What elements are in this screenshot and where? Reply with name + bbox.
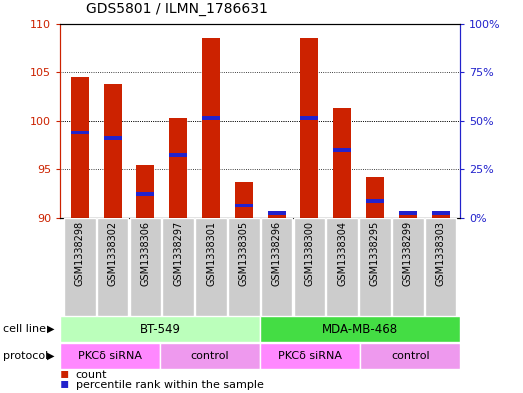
FancyBboxPatch shape xyxy=(360,343,460,369)
Text: ▶: ▶ xyxy=(47,324,54,334)
Text: GSM1338298: GSM1338298 xyxy=(75,221,85,286)
Text: GSM1338302: GSM1338302 xyxy=(108,221,118,286)
Bar xyxy=(202,116,220,120)
FancyBboxPatch shape xyxy=(130,218,161,316)
Bar xyxy=(268,211,286,215)
FancyBboxPatch shape xyxy=(359,218,391,316)
FancyBboxPatch shape xyxy=(64,218,96,316)
FancyBboxPatch shape xyxy=(261,218,292,316)
FancyBboxPatch shape xyxy=(160,343,260,369)
FancyBboxPatch shape xyxy=(260,316,460,342)
Bar xyxy=(202,38,220,218)
Text: cell line: cell line xyxy=(3,324,46,334)
FancyBboxPatch shape xyxy=(228,218,259,316)
Bar xyxy=(137,165,154,218)
Text: GSM1338300: GSM1338300 xyxy=(304,221,314,286)
Bar xyxy=(268,212,286,218)
Bar xyxy=(235,204,253,208)
Text: PKCδ siRNA: PKCδ siRNA xyxy=(78,351,142,361)
Text: percentile rank within the sample: percentile rank within the sample xyxy=(76,380,264,390)
Text: GDS5801 / ILMN_1786631: GDS5801 / ILMN_1786631 xyxy=(86,2,268,16)
FancyBboxPatch shape xyxy=(425,218,456,316)
FancyBboxPatch shape xyxy=(260,343,360,369)
Text: ▶: ▶ xyxy=(47,351,54,361)
FancyBboxPatch shape xyxy=(293,218,325,316)
Bar xyxy=(137,192,154,196)
Text: BT-549: BT-549 xyxy=(140,323,180,336)
Bar xyxy=(366,177,384,218)
Text: GSM1338305: GSM1338305 xyxy=(239,221,249,286)
Bar xyxy=(300,116,319,120)
Bar xyxy=(333,148,351,152)
Bar xyxy=(71,77,89,218)
FancyBboxPatch shape xyxy=(60,316,260,342)
FancyBboxPatch shape xyxy=(163,218,194,316)
Bar xyxy=(431,211,450,215)
Bar xyxy=(169,153,187,157)
Text: GSM1338297: GSM1338297 xyxy=(173,221,183,286)
Text: control: control xyxy=(391,351,429,361)
Text: MDA-MB-468: MDA-MB-468 xyxy=(322,323,399,336)
Text: GSM1338299: GSM1338299 xyxy=(403,221,413,286)
Text: GSM1338295: GSM1338295 xyxy=(370,221,380,286)
Bar xyxy=(431,213,450,218)
Bar xyxy=(399,211,417,215)
Text: GSM1338303: GSM1338303 xyxy=(436,221,446,286)
FancyBboxPatch shape xyxy=(392,218,424,316)
FancyBboxPatch shape xyxy=(326,218,358,316)
Text: count: count xyxy=(76,370,107,380)
Text: GSM1338301: GSM1338301 xyxy=(206,221,216,286)
Text: control: control xyxy=(191,351,230,361)
Bar xyxy=(71,130,89,134)
Bar xyxy=(104,136,122,140)
Bar xyxy=(333,108,351,218)
Bar xyxy=(104,84,122,218)
FancyBboxPatch shape xyxy=(195,218,227,316)
Bar xyxy=(300,38,319,218)
Text: GSM1338296: GSM1338296 xyxy=(271,221,281,286)
Text: PKCδ siRNA: PKCδ siRNA xyxy=(278,351,342,361)
Text: ▪: ▪ xyxy=(60,366,70,380)
Text: GSM1338304: GSM1338304 xyxy=(337,221,347,286)
Bar xyxy=(235,182,253,218)
Bar xyxy=(399,213,417,218)
FancyBboxPatch shape xyxy=(97,218,128,316)
Bar xyxy=(169,118,187,218)
Bar xyxy=(366,198,384,202)
FancyBboxPatch shape xyxy=(60,343,160,369)
Text: GSM1338306: GSM1338306 xyxy=(140,221,151,286)
Text: ▪: ▪ xyxy=(60,376,70,390)
Text: protocol: protocol xyxy=(3,351,48,361)
